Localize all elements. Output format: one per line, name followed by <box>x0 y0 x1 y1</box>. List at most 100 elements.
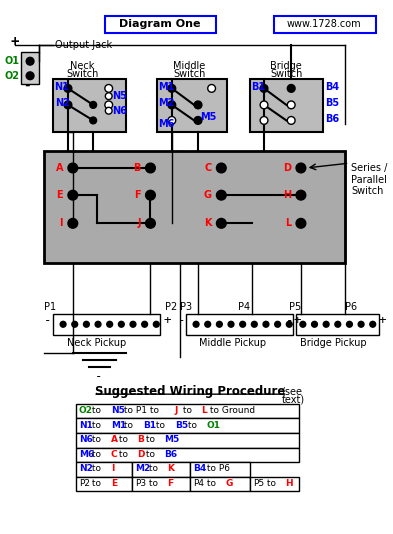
Circle shape <box>130 321 136 327</box>
Bar <box>274 15 376 33</box>
Text: K: K <box>204 218 211 229</box>
Bar <box>76 419 299 433</box>
Circle shape <box>217 190 226 200</box>
Text: P1: P1 <box>44 302 56 312</box>
Text: P3: P3 <box>135 479 146 488</box>
Text: J: J <box>175 406 178 415</box>
Text: Switch: Switch <box>270 69 303 79</box>
Bar <box>250 78 323 132</box>
Text: I: I <box>60 218 63 229</box>
Text: E: E <box>111 479 117 488</box>
Circle shape <box>95 321 101 327</box>
Text: B4: B4 <box>325 82 339 92</box>
Text: (see: (see <box>281 386 303 396</box>
Bar <box>21 52 39 83</box>
Circle shape <box>26 72 34 80</box>
Text: B4: B4 <box>193 465 206 474</box>
Text: +: + <box>10 35 19 49</box>
Text: P3: P3 <box>180 302 192 312</box>
Circle shape <box>228 321 234 327</box>
Text: M6: M6 <box>158 119 174 129</box>
Circle shape <box>64 101 72 109</box>
Circle shape <box>72 321 78 327</box>
Text: C: C <box>111 450 117 459</box>
Bar <box>76 462 132 477</box>
Circle shape <box>287 84 295 92</box>
Circle shape <box>107 321 113 327</box>
Bar <box>53 78 126 132</box>
Text: to: to <box>185 421 200 430</box>
Bar <box>157 78 227 132</box>
Circle shape <box>194 116 202 124</box>
Text: Output Jack: Output Jack <box>55 40 112 50</box>
Text: M1: M1 <box>158 82 174 92</box>
Text: Neck: Neck <box>70 61 95 71</box>
Text: M5: M5 <box>200 112 216 122</box>
Circle shape <box>296 218 306 228</box>
Text: M1: M1 <box>111 421 126 430</box>
Text: to: to <box>89 435 104 444</box>
Circle shape <box>323 321 329 327</box>
Circle shape <box>105 107 112 114</box>
Circle shape <box>205 321 211 327</box>
Circle shape <box>90 117 97 124</box>
Text: N6: N6 <box>79 435 92 444</box>
Text: Switch: Switch <box>173 69 206 79</box>
Circle shape <box>296 163 306 173</box>
Text: P4: P4 <box>193 479 204 488</box>
Text: +: + <box>378 314 386 327</box>
Text: Parallel: Parallel <box>351 175 387 185</box>
Circle shape <box>347 321 353 327</box>
Circle shape <box>287 116 295 124</box>
Text: www.1728.com: www.1728.com <box>287 19 362 29</box>
Text: to: to <box>145 465 160 474</box>
Text: to: to <box>264 479 279 488</box>
Circle shape <box>83 321 89 327</box>
Text: P5: P5 <box>289 302 301 312</box>
Bar <box>44 152 345 263</box>
Circle shape <box>370 321 376 327</box>
Text: Switch: Switch <box>351 186 384 197</box>
Circle shape <box>193 321 199 327</box>
Text: E: E <box>57 190 63 200</box>
Text: -: - <box>286 314 294 327</box>
Circle shape <box>260 84 268 92</box>
Text: to: to <box>89 479 104 488</box>
Bar <box>186 313 293 335</box>
Text: N1: N1 <box>54 82 69 92</box>
Text: O1: O1 <box>207 421 221 430</box>
Text: O1: O1 <box>5 56 20 66</box>
Text: P2: P2 <box>165 302 177 312</box>
Text: Neck Pickup: Neck Pickup <box>68 337 127 348</box>
Text: B6: B6 <box>164 450 177 459</box>
Circle shape <box>287 101 295 109</box>
Circle shape <box>263 321 269 327</box>
Circle shape <box>358 321 364 327</box>
Text: Diagram One: Diagram One <box>119 19 201 29</box>
Circle shape <box>145 218 155 228</box>
Text: -: - <box>178 314 185 327</box>
Text: to: to <box>116 450 131 459</box>
Bar <box>76 433 299 447</box>
Text: L: L <box>202 406 207 415</box>
Text: text): text) <box>281 395 305 405</box>
Circle shape <box>68 218 78 228</box>
Circle shape <box>260 101 268 109</box>
Bar <box>296 313 378 335</box>
Text: to: to <box>89 450 104 459</box>
Text: Bridge: Bridge <box>270 61 302 71</box>
Bar <box>250 477 299 491</box>
Circle shape <box>145 163 155 173</box>
Text: Series /: Series / <box>351 163 388 173</box>
Text: B: B <box>133 163 141 173</box>
Text: to: to <box>89 465 104 474</box>
Text: P4: P4 <box>238 302 250 312</box>
Text: N5: N5 <box>112 91 127 101</box>
Circle shape <box>208 84 215 92</box>
Bar <box>105 15 217 33</box>
Text: +: + <box>293 314 301 327</box>
Text: D: D <box>137 450 145 459</box>
Text: G: G <box>225 479 233 488</box>
Circle shape <box>217 163 226 173</box>
Text: F: F <box>167 479 173 488</box>
